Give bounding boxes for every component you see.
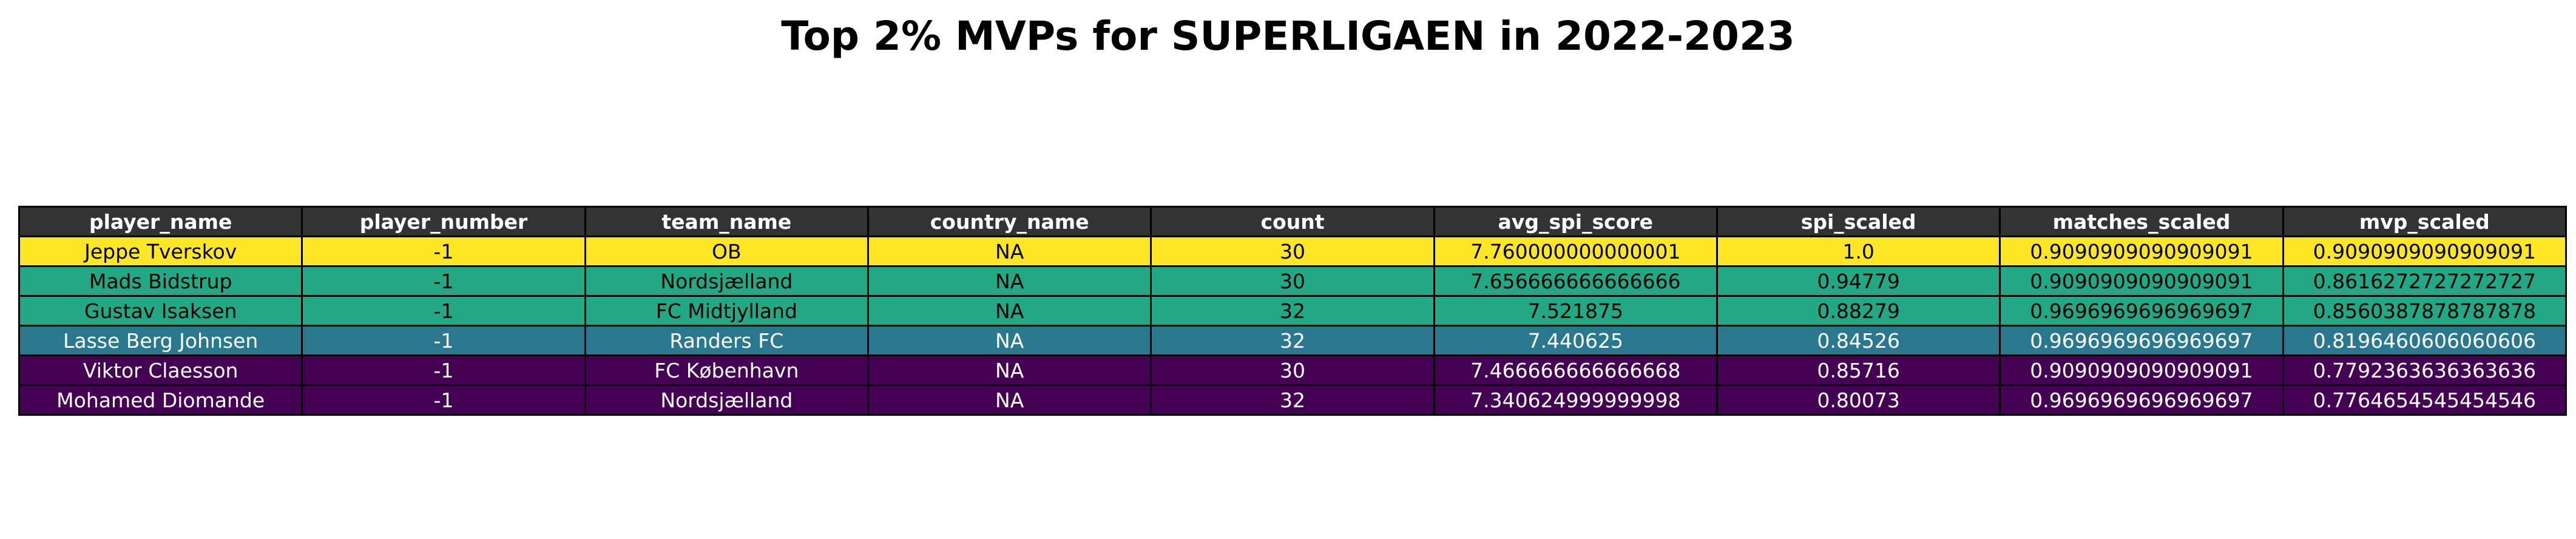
table-cell-avg-spi-score: 7.656666666666666 — [1433, 265, 1718, 297]
table-cell-player-name: Jeppe Tverskov — [18, 236, 303, 267]
mvp-table: player_name player_number team_name country… — [18, 206, 2568, 416]
table-cell-count: 32 — [1150, 384, 1435, 416]
column-header-player-name: player_name — [18, 206, 303, 237]
table-cell-player-number: -1 — [301, 295, 586, 327]
table-cell-avg-spi-score: 7.440625 — [1433, 325, 1718, 356]
table-cell-country-name: NA — [867, 265, 1152, 297]
table-cell-matches-scaled: 0.9696969696969697 — [1999, 384, 2284, 416]
table-cell-player-name: Lasse Berg Johnsen — [18, 325, 303, 356]
table-cell-player-number: -1 — [301, 265, 586, 297]
table-cell-mvp-scaled: 0.7764654545454546 — [2282, 384, 2568, 416]
table-cell-matches-scaled: 0.9090909090909091 — [1999, 354, 2284, 386]
column-header-matches-scaled: matches_scaled — [1999, 206, 2284, 237]
table-cell-player-name: Viktor Claesson — [18, 354, 303, 386]
table-cell-country-name: NA — [867, 354, 1152, 386]
table-cell-player-name: Gustav Isaksen — [18, 295, 303, 327]
table-cell-avg-spi-score: 7.521875 — [1433, 295, 1718, 327]
table-cell-player-name: Mads Bidstrup — [18, 265, 303, 297]
table-cell-count: 30 — [1150, 236, 1435, 267]
table-cell-matches-scaled: 0.9090909090909091 — [1999, 265, 2284, 297]
table-cell-matches-scaled: 0.9696969696969697 — [1999, 325, 2284, 356]
table-cell-player-name: Mohamed Diomande — [18, 384, 303, 416]
table-cell-avg-spi-score: 7.760000000000001 — [1433, 236, 1718, 267]
table-cell-team-name: FC Midtjylland — [584, 295, 869, 327]
header-row: player_name player_number team_name country… — [18, 206, 2568, 237]
table-cell-count: 30 — [1150, 354, 1435, 386]
table-cell-avg-spi-score: 7.466666666666668 — [1433, 354, 1718, 386]
column-header-spi-scaled: spi_scaled — [1716, 206, 2001, 237]
table-cell-count: 30 — [1150, 265, 1435, 297]
table-body: Jeppe Tverskov -1 OB NA 30 7.760000000000001 1… — [18, 236, 2568, 416]
table-cell-player-number: -1 — [301, 325, 586, 356]
table-row: Gustav Isaksen -1 FC Midtjylland NA 32 7.5218… — [18, 295, 2568, 327]
table-cell-count: 32 — [1150, 295, 1435, 327]
table-cell-country-name: NA — [867, 384, 1152, 416]
table-cell-team-name: Nordsjælland — [584, 384, 869, 416]
table-cell-team-name: Randers FC — [584, 325, 869, 356]
table-cell-player-number: -1 — [301, 354, 586, 386]
table-cell-player-number: -1 — [301, 236, 586, 267]
table-cell-spi-scaled: 0.94779 — [1716, 265, 2001, 297]
table-cell-spi-scaled: 0.85716 — [1716, 354, 2001, 386]
table-cell-matches-scaled: 0.9090909090909091 — [1999, 236, 2284, 267]
table-cell-spi-scaled: 0.88279 — [1716, 295, 2001, 327]
column-header-team-name: team_name — [584, 206, 869, 237]
table-cell-spi-scaled: 0.84526 — [1716, 325, 2001, 356]
table-cell-team-name: Nordsjælland — [584, 265, 869, 297]
column-header-country-name: country_name — [867, 206, 1152, 237]
table-cell-avg-spi-score: 7.340624999999998 — [1433, 384, 1718, 416]
table-cell-country-name: NA — [867, 236, 1152, 267]
table-cell-team-name: OB — [584, 236, 869, 267]
table-row: Mohamed Diomande -1 Nordsjælland NA 32 7.3406… — [18, 384, 2568, 416]
table-row: Mads Bidstrup -1 Nordsjælland NA 30 7.6566666… — [18, 265, 2568, 297]
table-cell-mvp-scaled: 0.7792363636363636 — [2282, 354, 2568, 386]
column-header-avg-spi-score: avg_spi_score — [1433, 206, 1718, 237]
table-cell-spi-scaled: 0.80073 — [1716, 384, 2001, 416]
table-cell-country-name: NA — [867, 295, 1152, 327]
column-header-mvp-scaled: mvp_scaled — [2282, 206, 2568, 237]
table-cell-count: 32 — [1150, 325, 1435, 356]
table-row: Jeppe Tverskov -1 OB NA 30 7.760000000000001 1… — [18, 236, 2568, 267]
table-cell-mvp-scaled: 0.9090909090909091 — [2282, 236, 2568, 267]
column-header-player-number: player_number — [301, 206, 586, 237]
table-row: Viktor Claesson -1 FC København NA 30 7.46666… — [18, 354, 2568, 386]
table-cell-country-name: NA — [867, 325, 1152, 356]
table-cell-team-name: FC København — [584, 354, 869, 386]
table-header: player_name player_number team_name country… — [18, 206, 2568, 237]
table-cell-matches-scaled: 0.9696969696969697 — [1999, 295, 2284, 327]
chart-title: Top 2% MVPs for SUPERLIGAEN in 2022-2023 — [781, 13, 1795, 59]
table-cell-mvp-scaled: 0.8196460606060606 — [2282, 325, 2568, 356]
table-cell-player-number: -1 — [301, 384, 586, 416]
table-cell-mvp-scaled: 0.8560387878787878 — [2282, 295, 2568, 327]
table-cell-mvp-scaled: 0.8616272727272727 — [2282, 265, 2568, 297]
table-row: Lasse Berg Johnsen -1 Randers FC NA 32 7.4406… — [18, 325, 2568, 356]
column-header-count: count — [1150, 206, 1435, 237]
table-cell-spi-scaled: 1.0 — [1716, 236, 2001, 267]
